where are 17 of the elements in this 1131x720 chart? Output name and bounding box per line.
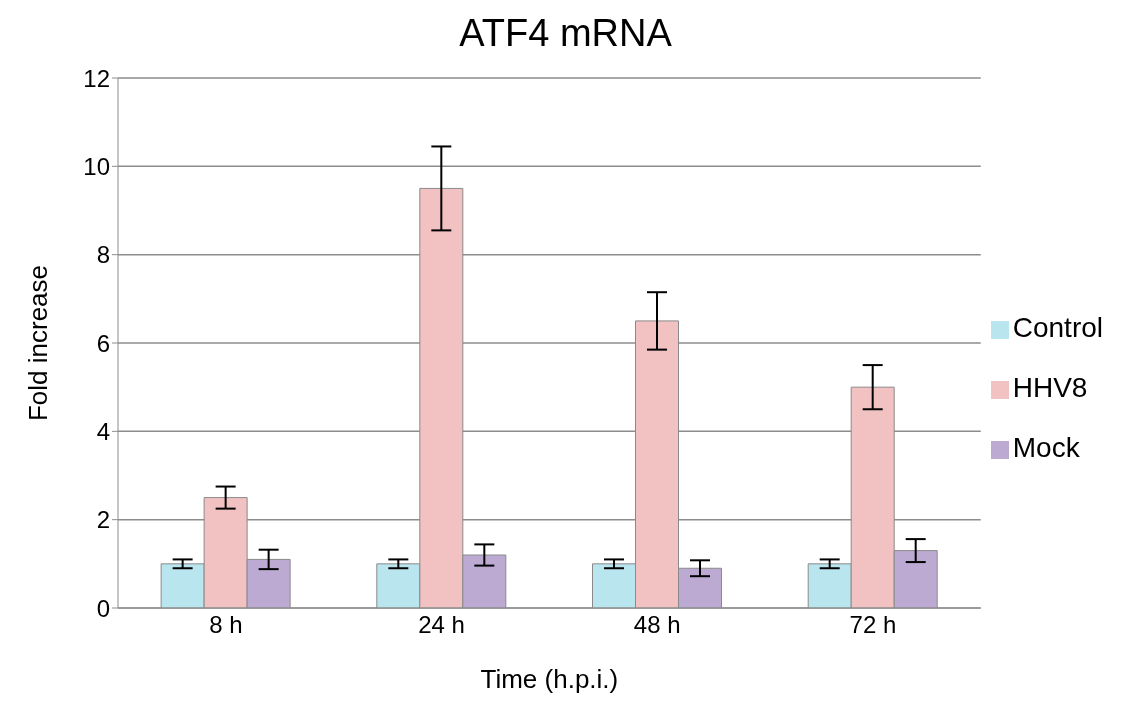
x-tick-label: 72 h xyxy=(849,611,897,639)
y-tick-label: 4 xyxy=(96,417,110,445)
y-tick-label: 6 xyxy=(96,329,110,357)
y-tick-label: 8 xyxy=(96,241,110,269)
legend-label: HHV8 xyxy=(1012,372,1088,403)
chart-title: ATF4 mRNA xyxy=(459,12,672,54)
x-tick-label: 48 h xyxy=(633,611,681,639)
legend-label: Mock xyxy=(1012,432,1080,463)
y-axis-title: Fold increase xyxy=(23,264,54,422)
x-tick-label: 24 h xyxy=(418,611,465,639)
y-tick-label: 10 xyxy=(83,152,110,180)
x-axis-title: Time (h.p.i.) xyxy=(480,664,619,694)
y-tick-label: 12 xyxy=(83,64,110,92)
x-tick-label: 8 h xyxy=(209,611,243,639)
y-tick-label: 2 xyxy=(96,506,110,534)
y-tick-label: 0 xyxy=(96,594,110,622)
legend-label: Control xyxy=(1012,312,1103,343)
